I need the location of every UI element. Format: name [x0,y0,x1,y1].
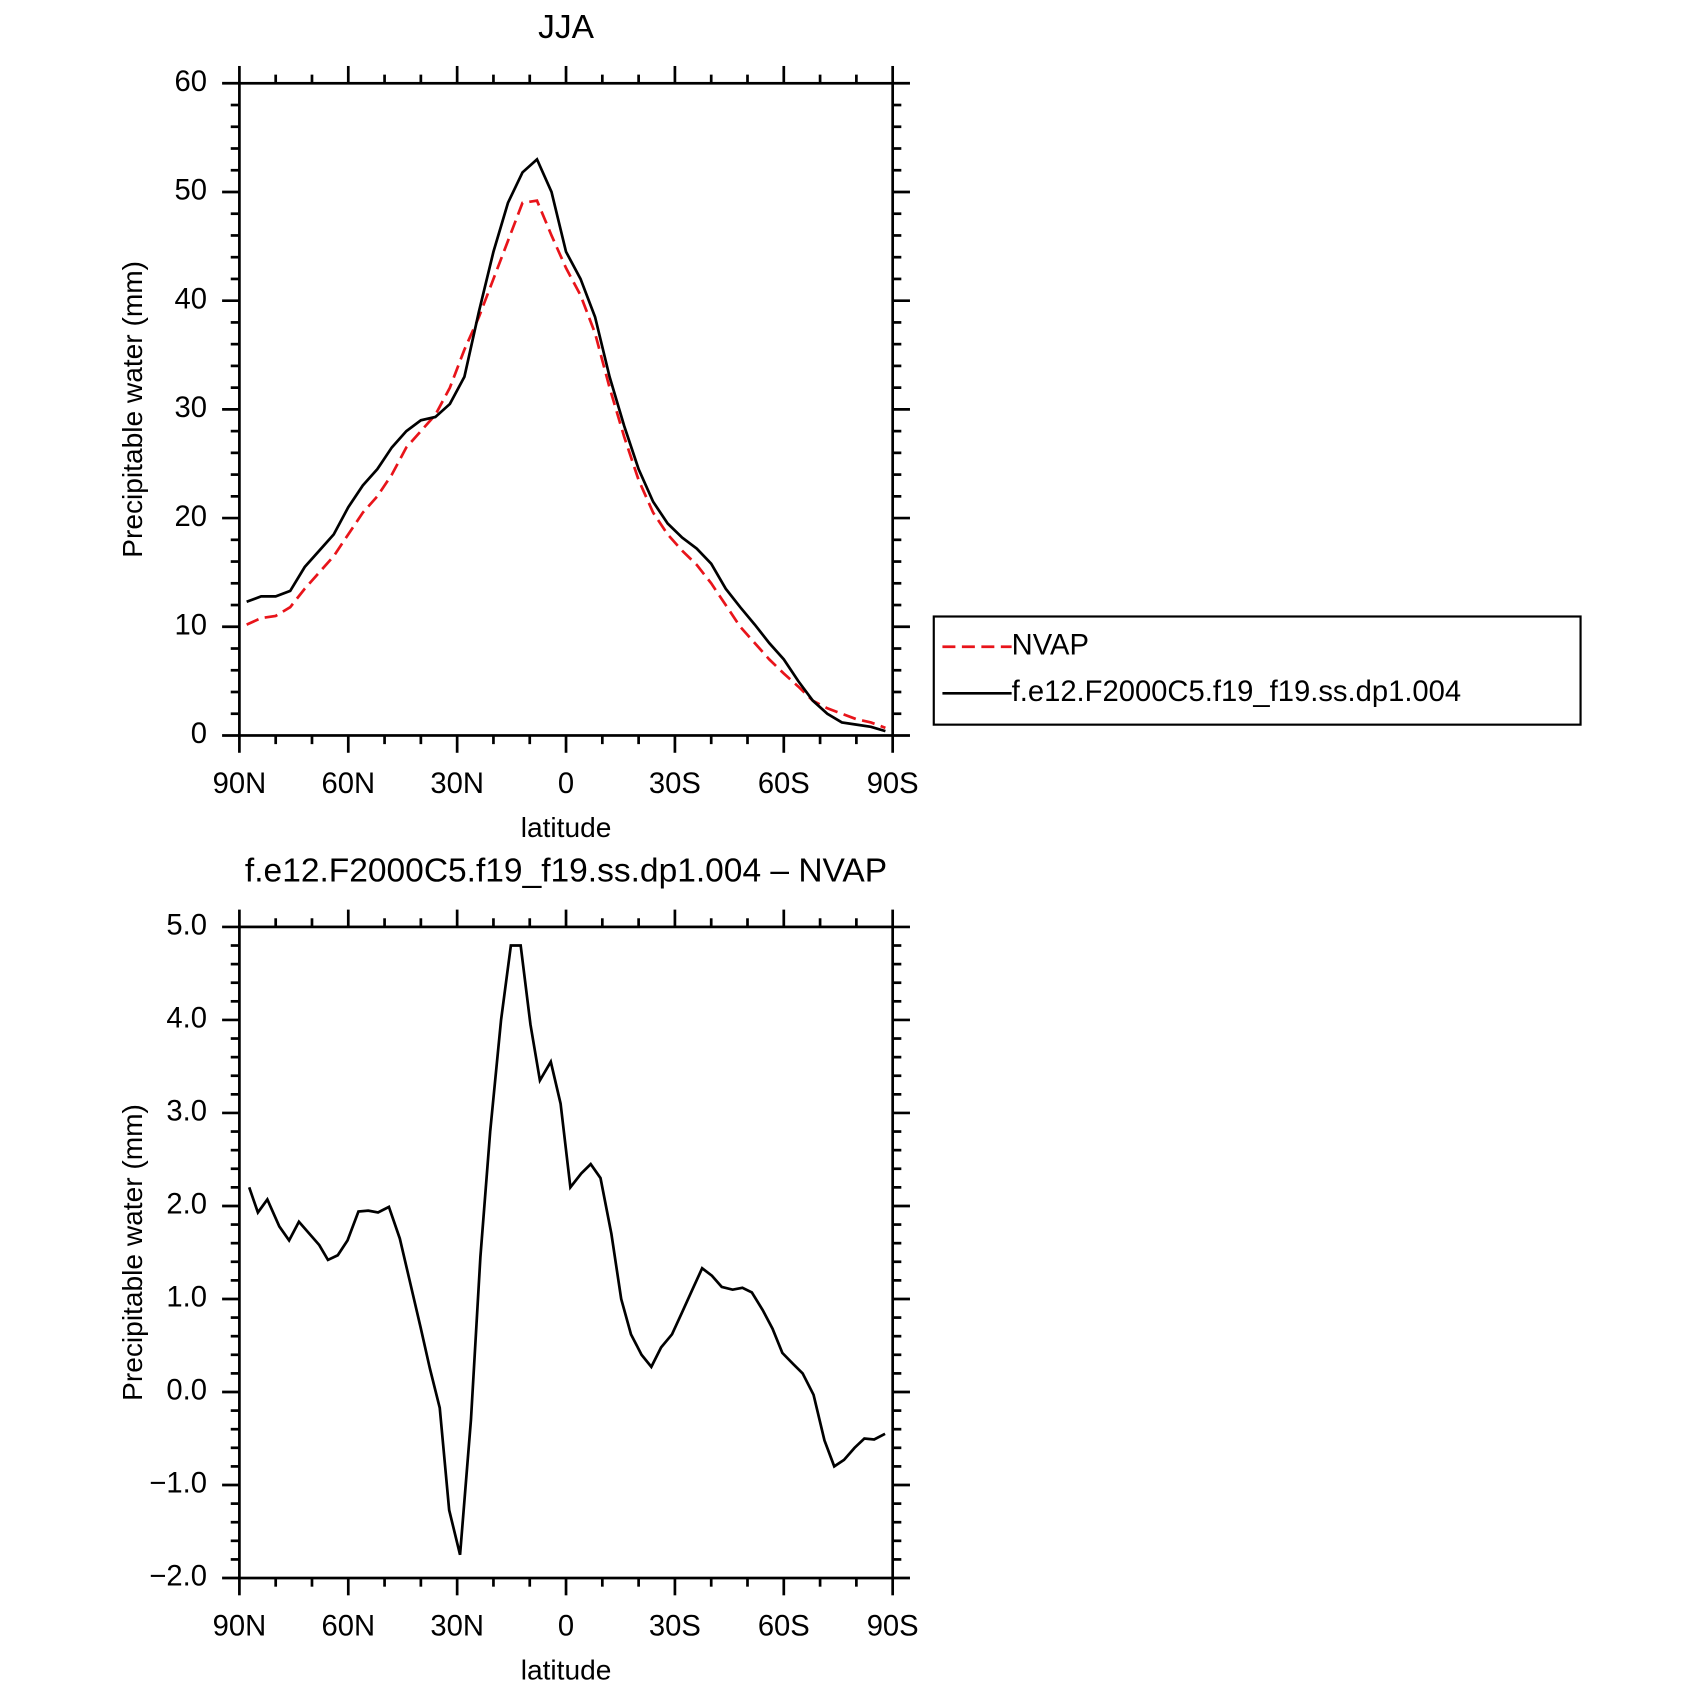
y-tick-label: 60 [174,66,206,98]
plot-frame [238,81,895,737]
x-tick-label: 0 [558,768,574,800]
y-tick-label: 4.0 [166,1003,207,1035]
y-tick-label: 5.0 [166,910,207,942]
x-axis-label: latitude [521,812,612,843]
y-tick-label: −1.0 [149,1468,207,1500]
legend-label: NVAP [1012,630,1089,662]
x-tick-label: 60N [322,1610,376,1642]
x-tick-label: 60S [758,768,810,800]
x-tick-label: 30N [430,1610,484,1642]
x-axis-label: latitude [521,1655,612,1686]
chart-title: f.e12.F2000C5.f19_f19.ss.dp1.004 – NVAP [245,853,887,890]
y-tick-label: 10 [174,609,206,641]
chart-title: JJA [538,9,595,46]
x-tick-label: 90N [213,768,267,800]
y-tick-label: 50 [174,175,206,207]
y-tick-label: 1.0 [166,1282,207,1314]
x-tick-label: 90S [867,1610,919,1642]
x-tick-label: 30S [649,768,701,800]
y-axis-label: Precipitable water (mm) [117,261,148,558]
x-tick-label: 90N [213,1610,267,1642]
y-tick-label: 40 [174,283,206,315]
x-tick-label: 60N [322,768,376,800]
x-tick-label: 60S [758,1610,810,1642]
y-tick-label: 3.0 [166,1096,207,1128]
y-tick-label: 0 [191,718,207,750]
y-tick-label: 30 [174,392,206,424]
y-tick-label: 2.0 [166,1189,207,1221]
legend-label: f.e12.F2000C5.f19_f19.ss.dp1.004 [1012,676,1462,708]
data-line [247,944,886,1556]
x-tick-label: 30N [430,768,484,800]
x-tick-label: 0 [558,1610,574,1642]
x-tick-label: 90S [867,768,919,800]
x-tick-label: 30S [649,1610,701,1642]
data-line [246,199,886,730]
y-tick-label: 20 [174,501,206,533]
legend-box [932,615,1582,726]
y-tick-label: −2.0 [149,1561,207,1593]
plot-frame [238,925,895,1580]
data-line [246,157,886,733]
y-axis-label: Precipitable water (mm) [117,1104,148,1401]
y-tick-label: 0.0 [166,1375,207,1407]
